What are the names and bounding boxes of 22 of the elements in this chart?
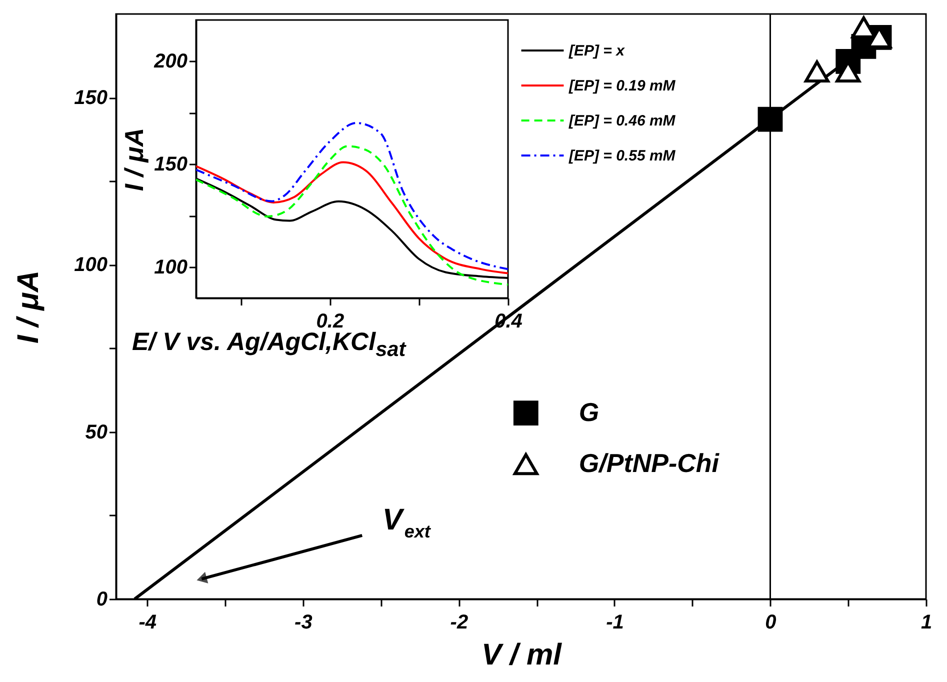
x-tick-label: -2	[450, 612, 468, 634]
y-tick-label: 150	[74, 87, 108, 110]
y-tick-label: 100	[74, 254, 108, 276]
y-axis-title: I / μA	[12, 270, 46, 344]
y-tick-label: 0	[96, 588, 108, 610]
y-tick-label: 200	[153, 50, 188, 73]
x-tick-label: 0	[765, 612, 776, 634]
x-tick-label: -4	[138, 612, 157, 634]
legend-label: G/PtNP-Chi	[578, 448, 720, 478]
legend-label: [EP] = 0.55 mM	[568, 148, 676, 164]
legend-label: [EP] = 0.19 mM	[568, 78, 676, 94]
legend-label: G	[578, 397, 600, 428]
y-tick-label: 100	[154, 256, 188, 279]
legend-label: [EP] = 0.46 mM	[568, 112, 676, 130]
x-tick-label: -3	[294, 612, 312, 634]
y-tick-label: 150	[154, 154, 188, 176]
y-tick-label: 50	[85, 421, 108, 444]
x-tick-label: 1	[920, 612, 932, 634]
legend-label: [EP] = x	[568, 42, 626, 60]
x-axis-title: V / ml	[481, 638, 562, 672]
y-axis-title: I / μA	[119, 128, 150, 192]
x-tick-label: -1	[606, 612, 624, 634]
